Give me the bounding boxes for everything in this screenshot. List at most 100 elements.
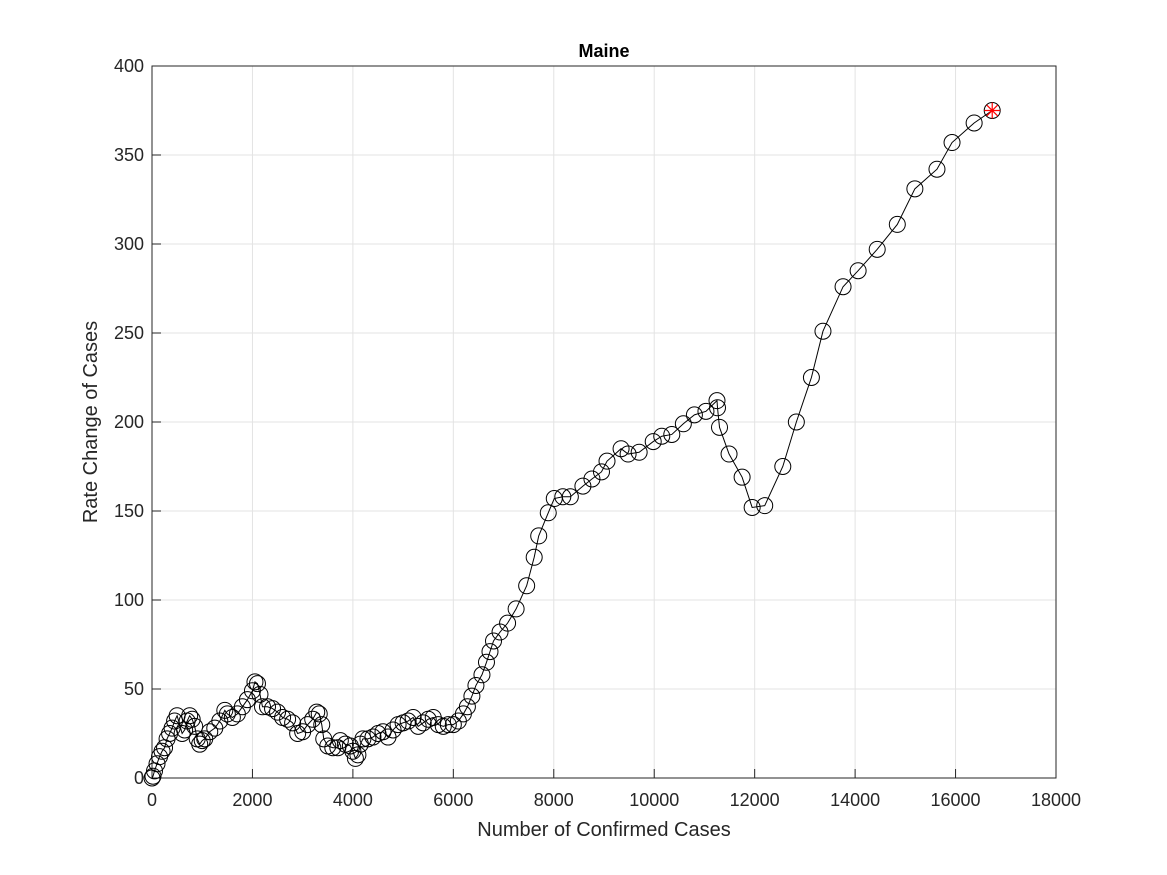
data-point bbox=[473, 666, 491, 684]
data-point bbox=[674, 415, 692, 433]
data-point bbox=[253, 698, 271, 716]
y-tick-label: 0 bbox=[134, 768, 144, 788]
data-point bbox=[279, 710, 297, 728]
data-point bbox=[733, 468, 751, 486]
data-point bbox=[481, 643, 499, 661]
data-point bbox=[349, 746, 367, 764]
data-point bbox=[965, 114, 983, 132]
data-line bbox=[151, 110, 993, 779]
data-point bbox=[248, 675, 266, 693]
data-point bbox=[148, 755, 166, 773]
data-point bbox=[458, 698, 476, 716]
data-point bbox=[183, 710, 201, 728]
data-point bbox=[943, 134, 961, 152]
data-point bbox=[539, 504, 557, 522]
data-point bbox=[530, 527, 548, 545]
y-tick-label: 350 bbox=[114, 145, 144, 165]
data-point bbox=[507, 600, 525, 618]
y-tick-label: 250 bbox=[114, 323, 144, 343]
data-point bbox=[467, 676, 485, 694]
y-axis-label: Rate Change of Cases bbox=[80, 321, 102, 523]
data-point bbox=[485, 632, 503, 650]
data-point bbox=[928, 160, 946, 178]
data-point bbox=[310, 705, 328, 723]
x-tick-label: 16000 bbox=[931, 790, 981, 810]
data-point bbox=[399, 712, 417, 730]
data-point bbox=[708, 392, 726, 410]
data-point bbox=[308, 703, 326, 721]
data-point bbox=[218, 705, 236, 723]
x-tick-label: 4000 bbox=[333, 790, 373, 810]
data-point bbox=[246, 673, 264, 691]
chart-title: Maine bbox=[578, 41, 629, 61]
data-point bbox=[284, 714, 302, 732]
data-point bbox=[191, 735, 209, 753]
y-tick-label: 150 bbox=[114, 501, 144, 521]
data-point bbox=[592, 463, 610, 481]
data-point bbox=[653, 427, 671, 445]
data-point bbox=[364, 728, 382, 746]
data-point bbox=[299, 716, 317, 734]
data-point bbox=[849, 262, 867, 280]
data-point bbox=[251, 685, 269, 703]
data-point bbox=[384, 721, 402, 739]
data-point bbox=[888, 215, 906, 233]
data-point bbox=[743, 498, 761, 516]
data-point bbox=[697, 402, 715, 420]
data-point bbox=[720, 445, 738, 463]
data-point bbox=[906, 180, 924, 198]
data-point bbox=[331, 732, 349, 750]
x-tick-label: 12000 bbox=[730, 790, 780, 810]
data-point bbox=[181, 707, 199, 725]
x-tick-label: 0 bbox=[147, 790, 157, 810]
data-point bbox=[238, 691, 256, 709]
data-point bbox=[313, 716, 331, 734]
data-point bbox=[711, 418, 729, 436]
data-point bbox=[439, 716, 457, 734]
y-tick-label: 400 bbox=[114, 56, 144, 76]
data-point bbox=[186, 717, 204, 735]
data-point bbox=[612, 440, 630, 458]
data-point bbox=[574, 477, 592, 495]
data-point bbox=[518, 577, 536, 595]
data-point bbox=[499, 614, 517, 632]
data-point bbox=[409, 717, 427, 735]
data-point bbox=[709, 399, 727, 417]
data-point bbox=[774, 458, 792, 475]
x-tick-label: 2000 bbox=[232, 790, 272, 810]
last-point-star bbox=[984, 102, 1001, 119]
data-point bbox=[354, 730, 372, 748]
data-point bbox=[644, 433, 662, 451]
x-tick-label: 18000 bbox=[1031, 790, 1081, 810]
data-point bbox=[834, 278, 852, 296]
data-point bbox=[404, 708, 422, 726]
data-point bbox=[153, 742, 171, 760]
data-point bbox=[756, 497, 774, 515]
data-point bbox=[163, 719, 181, 737]
data-point bbox=[787, 413, 805, 431]
data-point bbox=[583, 470, 601, 488]
data-point bbox=[463, 687, 481, 705]
data-point bbox=[630, 443, 648, 461]
data-point bbox=[477, 653, 495, 671]
x-tick-label: 10000 bbox=[629, 790, 679, 810]
x-tick-label: 14000 bbox=[830, 790, 880, 810]
y-tick-label: 50 bbox=[124, 679, 144, 699]
x-axis-label: Number of Confirmed Cases bbox=[477, 819, 730, 841]
data-point bbox=[619, 445, 637, 463]
data-point bbox=[264, 700, 282, 718]
data-point bbox=[525, 548, 543, 566]
data-point bbox=[802, 369, 820, 386]
x-tick-label: 6000 bbox=[433, 790, 473, 810]
data-point bbox=[444, 716, 462, 734]
data-point bbox=[598, 452, 616, 470]
data-point bbox=[201, 723, 219, 741]
data-point bbox=[269, 703, 287, 721]
data-point bbox=[223, 708, 241, 726]
data-point bbox=[685, 406, 703, 424]
data-point bbox=[561, 488, 579, 506]
data-point bbox=[374, 723, 392, 741]
x-tick-label: 8000 bbox=[534, 790, 574, 810]
